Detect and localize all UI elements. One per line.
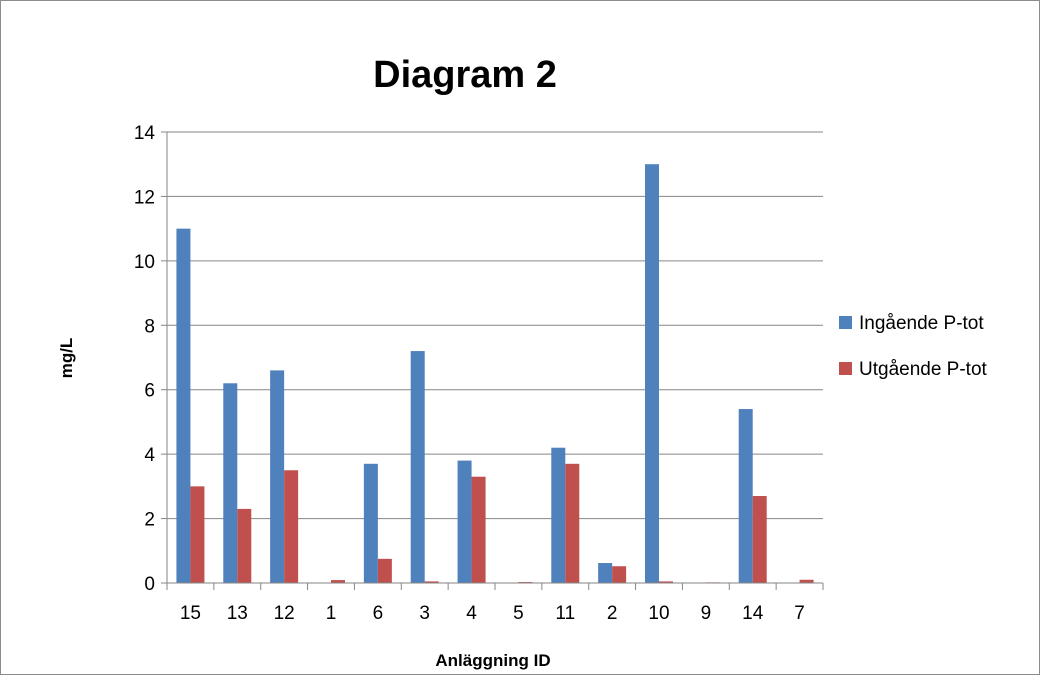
bar-utgaende xyxy=(612,566,627,583)
x-tick-label: 5 xyxy=(513,603,524,624)
bar-utgaende xyxy=(237,508,252,583)
bar-ingaende xyxy=(270,370,285,583)
bar-utgaende xyxy=(659,581,673,583)
x-tick-label: 12 xyxy=(274,603,295,624)
y-axis-title: mg/L xyxy=(57,338,76,379)
bar-utgaende xyxy=(377,558,392,583)
gridlines xyxy=(167,131,823,520)
x-tick-label: 15 xyxy=(180,603,201,624)
y-tick-label: 2 xyxy=(144,510,155,531)
x-axis-title: Anläggning ID xyxy=(435,651,550,670)
bar-utgaende xyxy=(799,579,814,583)
bar-utgaende xyxy=(190,486,205,583)
x-tick-label: 2 xyxy=(607,603,618,624)
y-tick-label: 10 xyxy=(134,252,155,273)
bar-utgaende xyxy=(284,470,299,583)
bar-ingaende xyxy=(176,228,191,583)
x-tick-label: 6 xyxy=(373,603,384,624)
bar-utgaende xyxy=(565,463,580,583)
legend-swatch xyxy=(839,362,852,375)
bar-utgaende xyxy=(331,580,345,583)
axes: 0 2 4 6 8 10 12 14 15 13 12 1 6 3 4 5 11 2 10 9 14 7 xyxy=(134,123,824,624)
y-tick-label: 6 xyxy=(144,381,155,402)
x-tick-label: 7 xyxy=(794,603,805,624)
bar-ingaende xyxy=(363,463,378,583)
chart-title: Diagram 2 xyxy=(373,54,557,96)
x-tick-label: 9 xyxy=(701,603,712,624)
x-tick-label: 14 xyxy=(742,603,764,624)
y-tick-label: 12 xyxy=(134,187,155,208)
bar-ingaende xyxy=(223,383,238,583)
legend: Ingående P-tot Utgående P-tot xyxy=(839,313,988,380)
bar-ingaende xyxy=(738,409,753,583)
legend-label: Utgående P-tot xyxy=(859,359,988,380)
bar-ingaende xyxy=(410,351,425,583)
x-tick-label: 10 xyxy=(648,603,669,624)
bar-utgaende xyxy=(471,476,486,583)
bar-utgaende xyxy=(424,581,439,583)
bar-ingaende xyxy=(457,460,472,583)
y-tick-label: 14 xyxy=(134,123,156,144)
bar-ingaende xyxy=(598,563,613,583)
legend-label: Ingående P-tot xyxy=(859,313,984,334)
x-tick-label: 1 xyxy=(326,603,337,624)
x-tick-label: 11 xyxy=(555,603,575,624)
y-tick-label: 8 xyxy=(144,316,155,337)
bar-ingaende xyxy=(551,447,566,583)
x-tick-label: 13 xyxy=(227,603,248,624)
legend-swatch xyxy=(839,316,852,329)
bars xyxy=(176,164,814,583)
bar-utgaende xyxy=(752,496,767,583)
x-tick-label: 4 xyxy=(466,603,477,624)
bar-ingaende xyxy=(645,164,659,583)
y-tick-label: 4 xyxy=(144,445,155,466)
y-tick-label: 0 xyxy=(144,574,155,595)
x-tick-label: 3 xyxy=(419,603,430,624)
